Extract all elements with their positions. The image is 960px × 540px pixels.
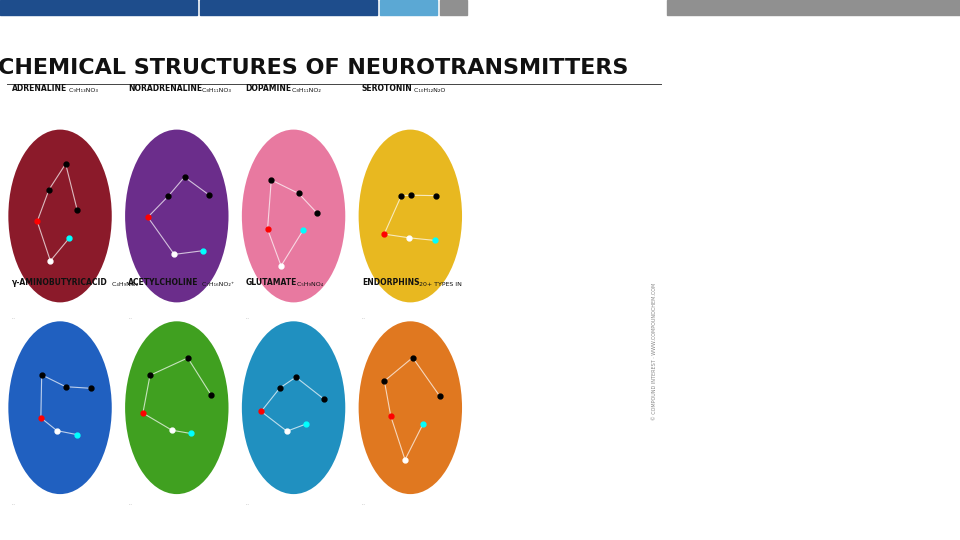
Text: SEROTONIN: SEROTONIN — [362, 84, 413, 93]
Text: ...: ... — [12, 502, 15, 506]
Text: noradrenaline: noradrenaline — [690, 470, 817, 488]
Ellipse shape — [242, 321, 346, 494]
Text: C₇H₁₆NO₂⁺: C₇H₁₆NO₂⁺ — [198, 282, 234, 287]
Ellipse shape — [359, 130, 462, 302]
Text: C₉H₁₃NO₃: C₉H₁₃NO₃ — [65, 88, 98, 93]
Text: Glutamate: Glutamate — [690, 178, 786, 196]
Text: Dopamine: Dopamine — [690, 432, 783, 450]
Text: Glycine: Glycine — [690, 305, 757, 323]
Ellipse shape — [359, 321, 462, 494]
Text: ADRENALINE: ADRENALINE — [12, 84, 67, 93]
Text: C₅H₉NO₄: C₅H₉NO₄ — [293, 282, 324, 287]
Text: C₁₀H₁₂N₂O: C₁₀H₁₂N₂O — [410, 88, 445, 93]
Ellipse shape — [9, 321, 111, 494]
Text: © COMPOUND INTEREST · WWW.COMPOUNDCHEM.COM: © COMPOUND INTEREST · WWW.COMPOUNDCHEM.C… — [652, 282, 658, 420]
Bar — [667, 0, 960, 15]
Ellipse shape — [125, 321, 228, 494]
Bar — [0, 0, 197, 15]
Text: Neuromodulator:: Neuromodulator: — [690, 356, 863, 374]
Text: Excitatory:: Excitatory: — [690, 140, 801, 158]
Bar — [441, 0, 467, 15]
Bar — [380, 0, 437, 15]
Text: Neurotransmitters: Neurotransmitters — [690, 54, 910, 74]
Text: C₈H₁₁NO₂: C₈H₁₁NO₂ — [288, 88, 321, 93]
Text: ...: ... — [129, 502, 132, 506]
Ellipse shape — [125, 130, 228, 302]
Text: 20+ TYPES IN: 20+ TYPES IN — [416, 282, 462, 287]
Bar — [200, 0, 377, 15]
Text: DOPAMINE: DOPAMINE — [245, 84, 291, 93]
Text: ...: ... — [245, 316, 249, 320]
Text: CHEMICAL STRUCTURES OF NEUROTRANSMITTERS: CHEMICAL STRUCTURES OF NEUROTRANSMITTERS — [0, 57, 629, 78]
Text: C₄H₉NO₂: C₄H₉NO₂ — [108, 282, 138, 287]
Text: ENDORPHINS: ENDORPHINS — [362, 278, 420, 287]
Text: ...: ... — [12, 316, 15, 320]
Text: GLUTAMATE: GLUTAMATE — [245, 278, 297, 287]
Text: GABA: GABA — [690, 267, 741, 285]
Ellipse shape — [9, 130, 111, 302]
Text: NORADRENALINE: NORADRENALINE — [129, 84, 203, 93]
Text: ...: ... — [362, 316, 366, 320]
Text: Inhibitory:: Inhibitory: — [690, 230, 797, 247]
Text: ...: ... — [129, 316, 132, 320]
Text: ACETYLCHOLINE: ACETYLCHOLINE — [129, 278, 199, 287]
Text: Acetylcholine: Acetylcholine — [690, 394, 811, 412]
Text: ...: ... — [362, 502, 366, 506]
Text: γ-AMINOBUTYRICACID: γ-AMINOBUTYRICACID — [12, 278, 108, 287]
Text: ...: ... — [245, 502, 249, 506]
Text: C₈H₁₁NO₃: C₈H₁₁NO₃ — [198, 88, 230, 93]
Ellipse shape — [242, 130, 346, 302]
